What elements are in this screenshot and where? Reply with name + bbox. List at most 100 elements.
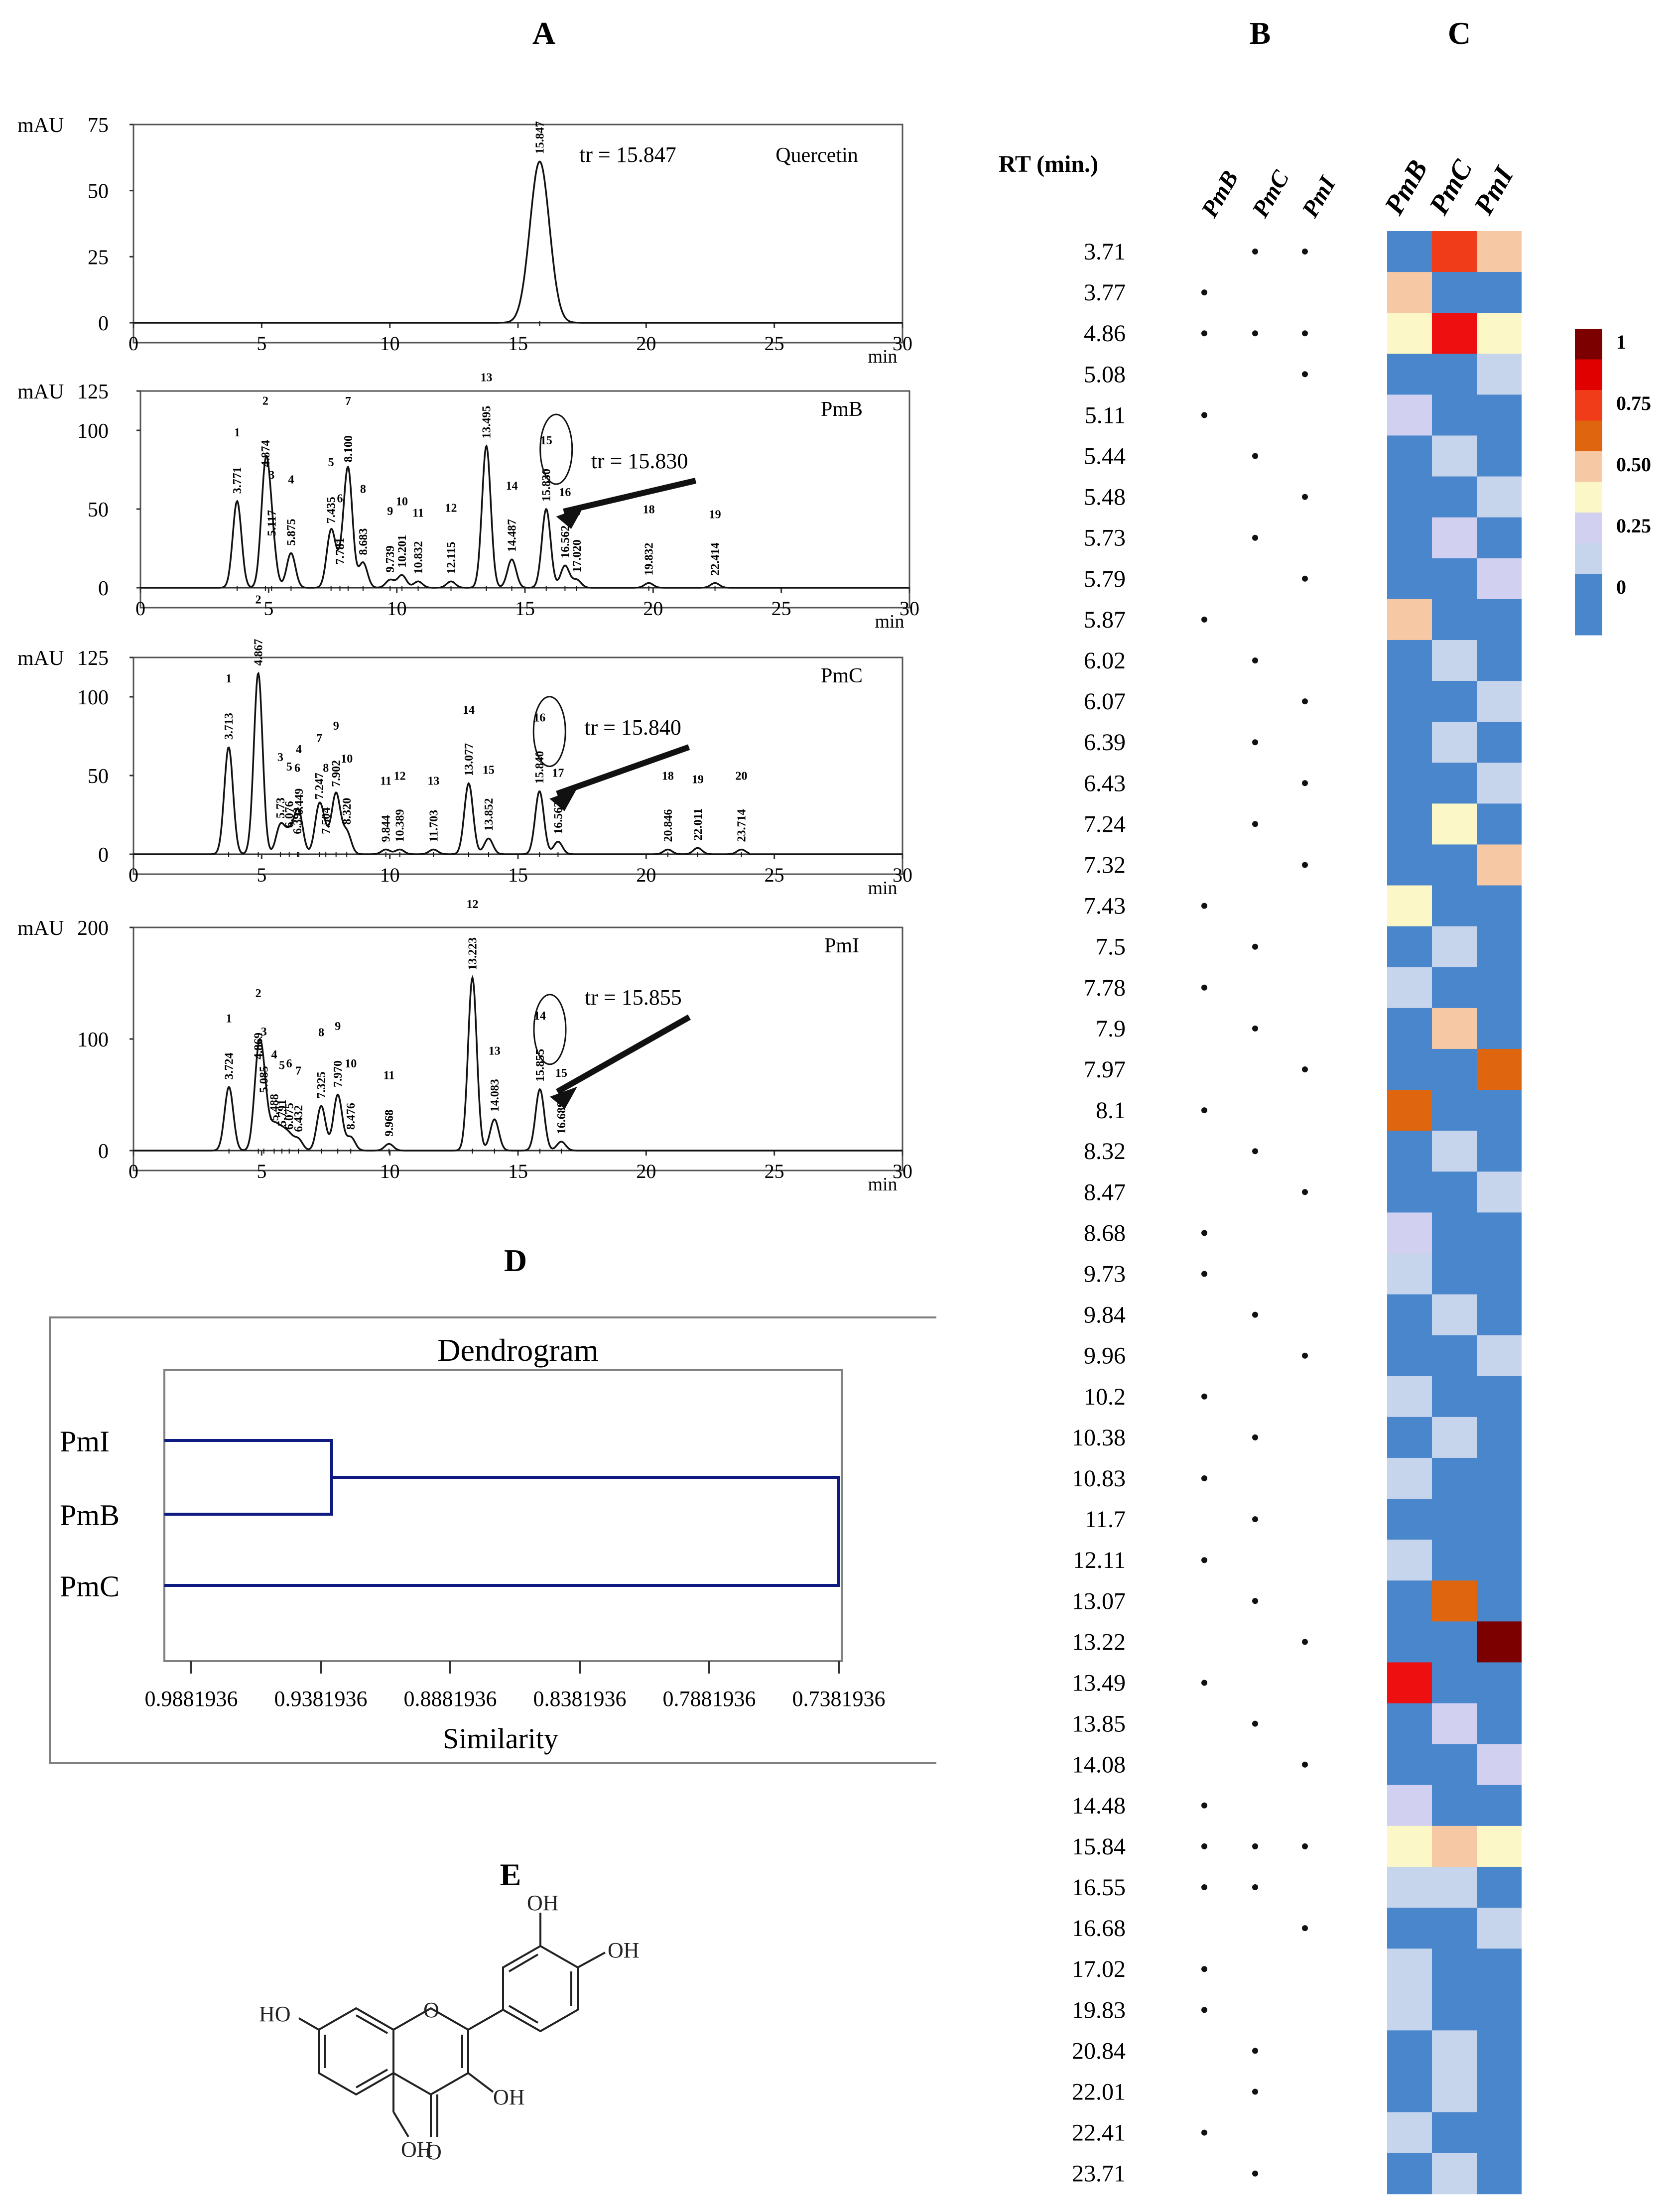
peak-8: 8 8.683 [357, 483, 370, 591]
heatmap-cell [1432, 640, 1477, 681]
presence-dot [1201, 2007, 1207, 2013]
presence-dot [1201, 1475, 1207, 1481]
peak-rt-label: 5.085 [258, 1066, 271, 1093]
peak-rt-label: 5.117 [265, 510, 278, 536]
heatmap-cell [1432, 354, 1477, 395]
heatmap-cell [1477, 803, 1522, 845]
rt-value: 6.07 [1084, 688, 1126, 715]
presence-dot [1201, 1230, 1207, 1236]
peak-rt-label: 9.968 [383, 1110, 396, 1137]
peak-10: 10 8.476 [345, 1057, 358, 1154]
peak-number: 3 [268, 469, 274, 482]
rt-row: 7.43 [1084, 893, 1207, 919]
sample-label: PmC [821, 664, 863, 687]
rt-value: 7.32 [1084, 852, 1126, 879]
heatmap-cell [1432, 2071, 1477, 2113]
heatmap-cell [1477, 1212, 1522, 1254]
peak-2: 2 4.874 [259, 394, 272, 591]
rt-value: 20.84 [1072, 2038, 1126, 2064]
legend-swatch [1575, 543, 1602, 574]
panel-label-e: E [500, 1857, 521, 1892]
rt-row: 6.43 [1084, 770, 1308, 796]
heatmap-cell [1387, 1212, 1432, 1254]
peak-rt-label: 15.855 [534, 1049, 547, 1082]
rt-row: 7.9 [1096, 1016, 1258, 1042]
peak-number: 2 [255, 594, 261, 607]
peak-19: 19 22.414 [709, 509, 722, 591]
peak-number: 11 [384, 1069, 395, 1082]
oh-bond-5-b [392, 2111, 409, 2138]
x-tick-label: 0 [129, 864, 138, 886]
legend-tick-label: 0 [1616, 576, 1626, 598]
peak-rt-label: 6.076 [283, 801, 296, 828]
peak-number: 15 [483, 764, 495, 777]
ring-b-double-bond-1 [508, 1953, 539, 1972]
dendrogram-tick-label: 0.8381936 [533, 1687, 627, 1711]
presence-dot [1302, 330, 1308, 337]
rt-value: 5.11 [1085, 402, 1126, 428]
heatmap-cell [1432, 1949, 1477, 1990]
heatmap-cell [1387, 231, 1432, 272]
rt-value: 7.43 [1084, 893, 1126, 919]
heatmap-cell [1387, 844, 1432, 886]
rt-row: 14.08 [1072, 1752, 1308, 1778]
rt-value: 9.84 [1084, 1302, 1126, 1328]
rt-row: 8.1 [1096, 1097, 1207, 1124]
rt-value: 17.02 [1072, 1956, 1126, 1982]
legend-swatch [1575, 390, 1602, 421]
peak-rt-label: 14.487 [506, 519, 519, 552]
presence-dot [1302, 1352, 1308, 1359]
heatmap-cell [1432, 1580, 1477, 1622]
y-tick-label: 0 [98, 844, 109, 867]
heatmap-cell [1387, 1457, 1432, 1499]
rt-row: 13.22 [1072, 1629, 1308, 1655]
chromatogram-trace [133, 671, 902, 855]
peak-14: 14 13.077 [463, 704, 476, 857]
heatmap-cell [1432, 1866, 1477, 1908]
peak-9: 9 9.739 [384, 505, 397, 591]
peak-4: 4 5.875 [285, 473, 298, 591]
dendrogram-branch-pmi-pmb [164, 1439, 333, 1516]
heatmap-cell [1387, 2071, 1432, 2113]
rt-row: 8.32 [1084, 1138, 1258, 1165]
retention-time-arrow [556, 1014, 691, 1095]
peak-rt-label: 3.724 [223, 1052, 236, 1079]
peak-number: 5 [328, 456, 334, 469]
peak-number: 19 [709, 509, 721, 521]
y-axis-unit: mAU [17, 647, 64, 670]
ring-b-double-bond-3 [508, 2005, 539, 2024]
peak-rt-label: 5.875 [285, 519, 298, 545]
peak-number: 19 [692, 773, 704, 786]
y-tick-label: 75 [88, 114, 109, 137]
rt-row: 9.84 [1084, 1302, 1258, 1328]
x-tick-label: 15 [515, 597, 535, 620]
peak-1: 1 3.724 [223, 1012, 236, 1154]
heatmap-cell [1432, 1785, 1477, 1826]
peak-rt-label: 22.011 [692, 808, 705, 841]
heatmap-cell [1477, 394, 1522, 436]
heatmap-cell [1387, 1131, 1432, 1172]
rt-value: 8.68 [1084, 1220, 1126, 1246]
heatmap-cell [1477, 2153, 1522, 2195]
peak-16: 16 16.562 [559, 486, 572, 591]
presence-dot [1252, 1720, 1258, 1727]
y-tick-label: 125 [77, 647, 109, 670]
peak-rt-label: 15.847 [534, 121, 547, 154]
heatmap-cell [1387, 1417, 1432, 1458]
heatmap-cell [1477, 1744, 1522, 1786]
peak-rt-label: 5.488 [268, 1094, 281, 1121]
peak-rt-label: 13.077 [463, 743, 476, 776]
heatmap-cell [1432, 2153, 1477, 2195]
heatmap-cell [1432, 885, 1477, 927]
presence-dot [1201, 903, 1207, 909]
heatmap-cell [1477, 1417, 1522, 1458]
rt-value: 7.24 [1084, 811, 1126, 837]
x-axis-unit: min [875, 611, 904, 632]
heatmap-cell [1387, 476, 1432, 518]
heatmap-cell [1432, 722, 1477, 763]
rt-row: 6.07 [1084, 688, 1308, 715]
legend-tick-label: 0.75 [1616, 392, 1651, 414]
presence-dot [1252, 1434, 1258, 1440]
peak-19: 19 22.011 [692, 773, 705, 857]
y-tick-label: 50 [88, 499, 109, 521]
